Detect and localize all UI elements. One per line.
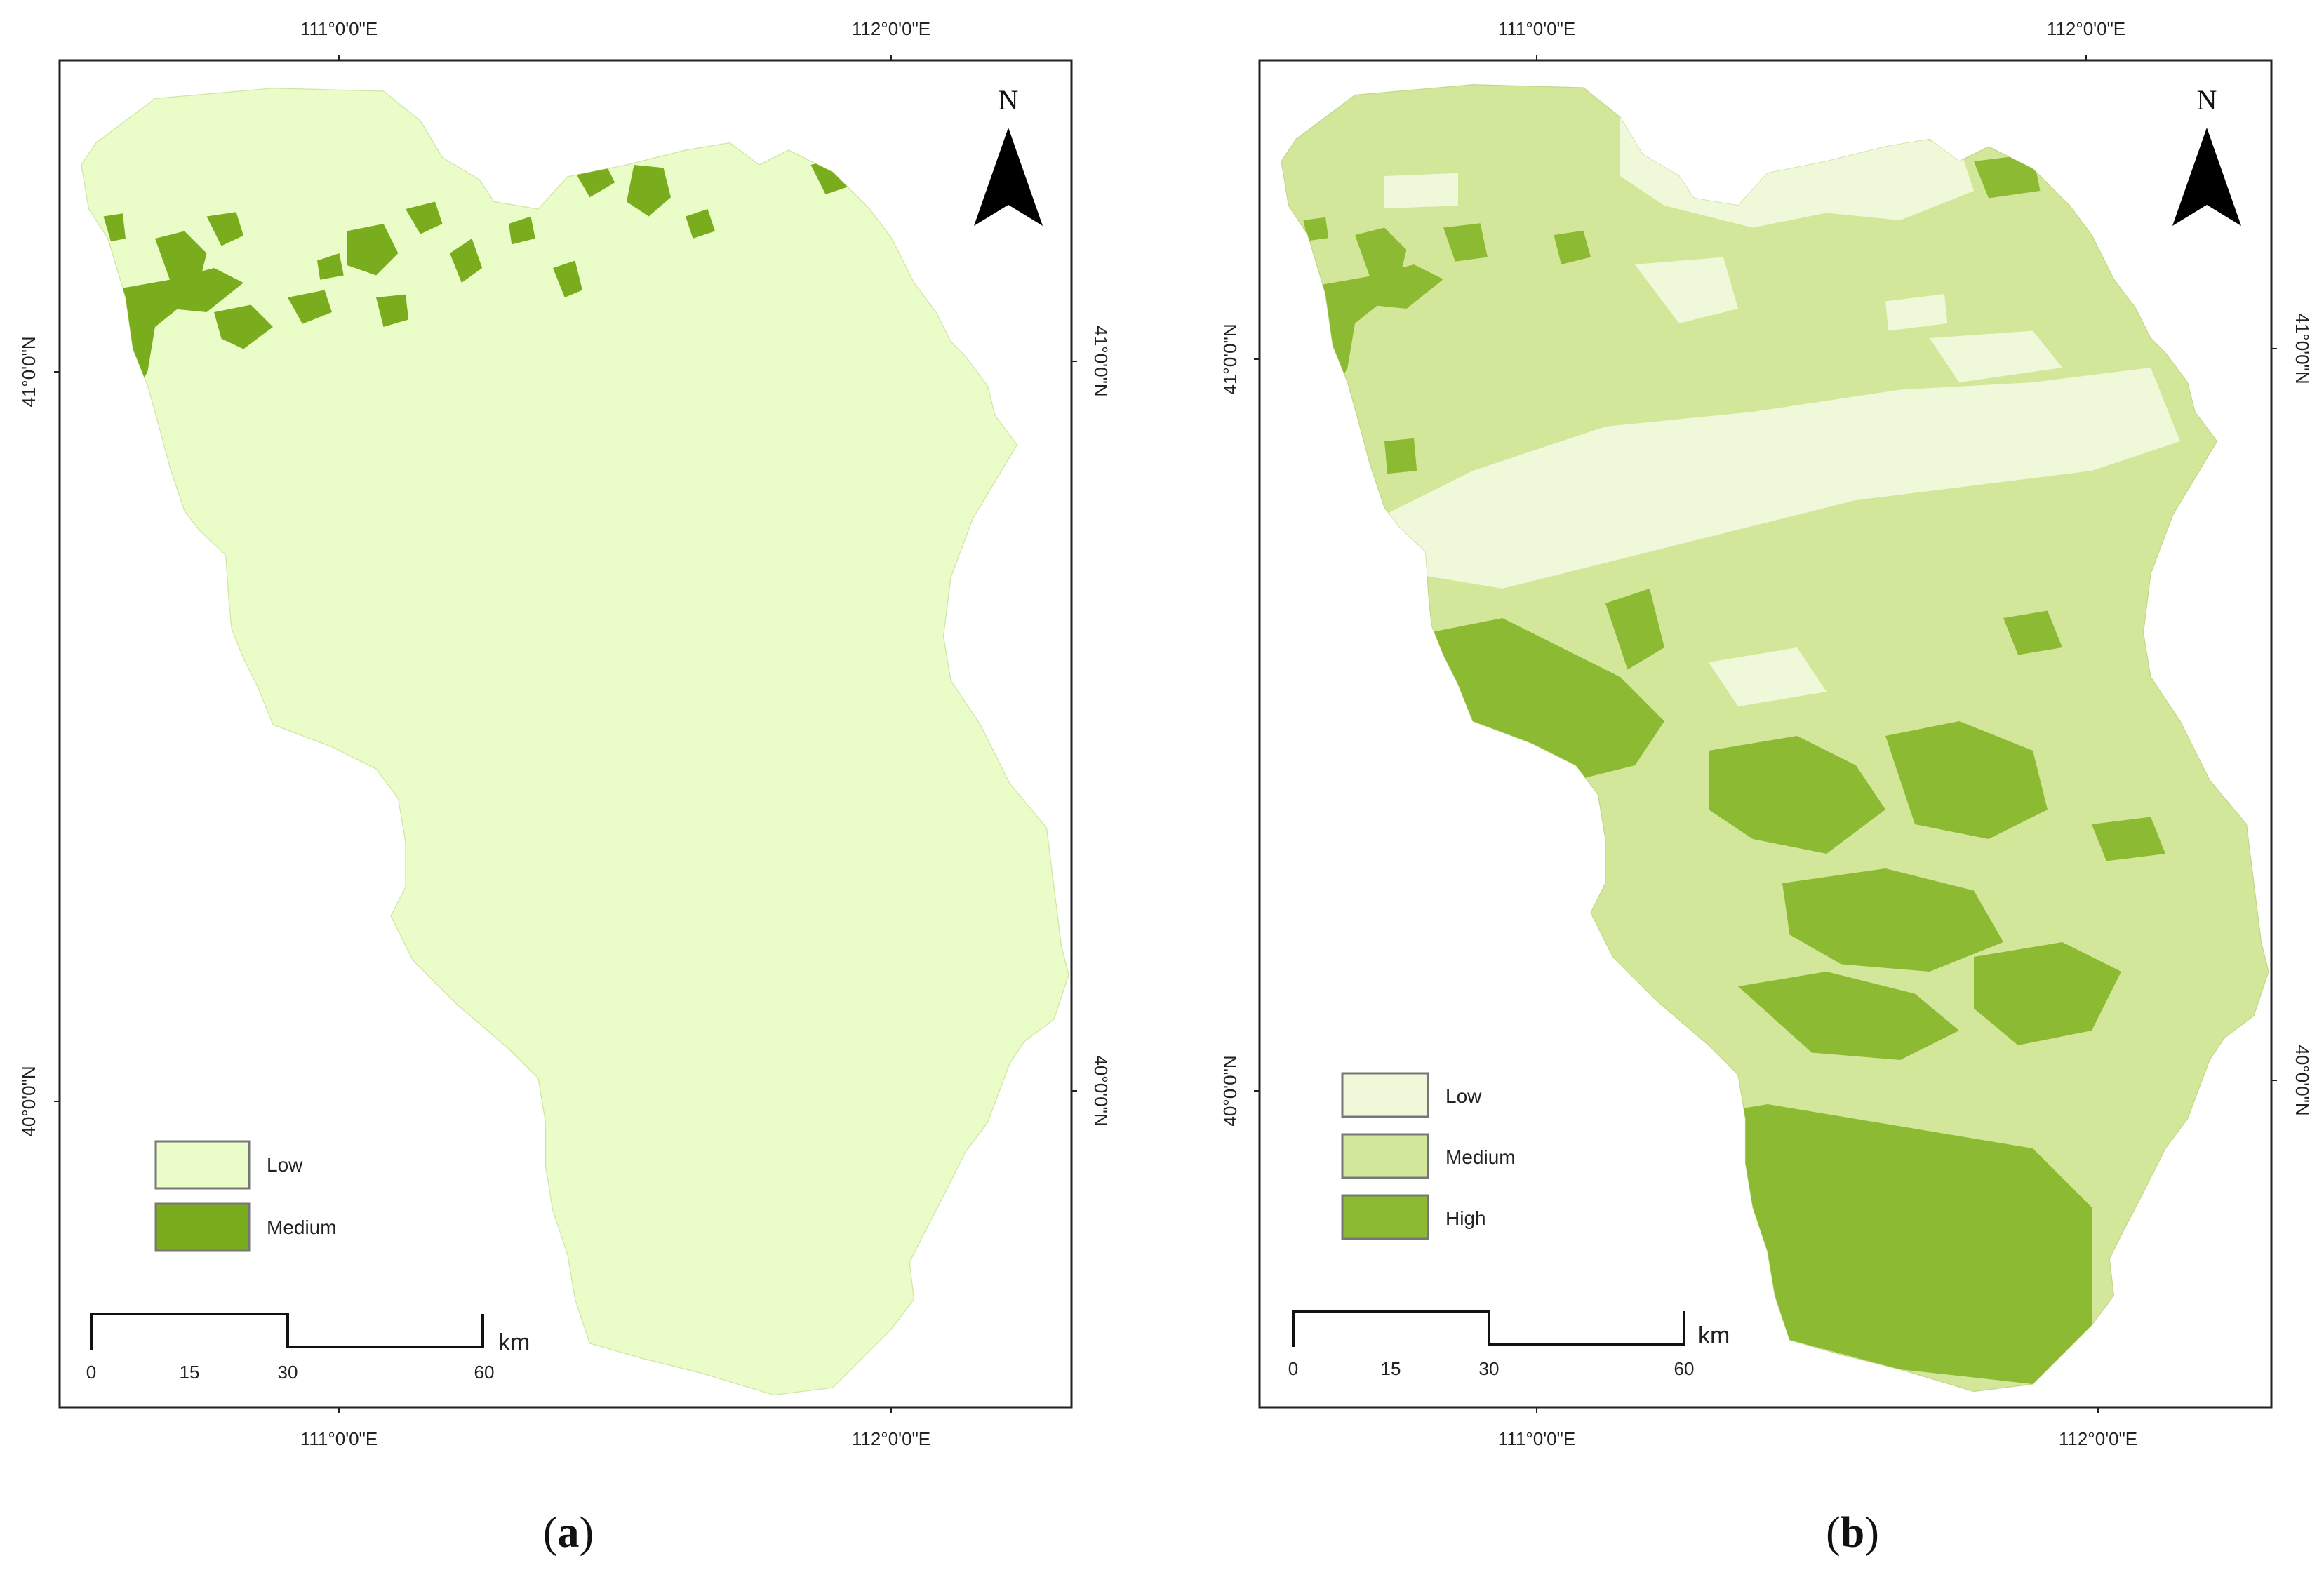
high-patches (1303, 154, 2165, 1384)
legend-label-medium: Medium (267, 1216, 337, 1238)
legend-swatch-high (1341, 1194, 1429, 1240)
lat-label-left-1: 41°0'0"N (18, 336, 39, 407)
graticule-ticks (54, 55, 1077, 1413)
graticule-ticks (1254, 55, 2277, 1413)
lon-label-top-1: 111°0'0"E (1498, 18, 1575, 39)
lat-label-right-1: 41°0'0"N (1090, 326, 1111, 396)
lat-label-left-2: 40°0'0"N (1220, 1055, 1241, 1126)
legend-label-high: High (1445, 1207, 1486, 1229)
legend-swatch-medium (154, 1202, 251, 1252)
legend-swatch-low (154, 1140, 251, 1190)
lon-label-bottom-1: 111°0'0"E (300, 1428, 378, 1449)
lat-label-left-2: 40°0'0"N (18, 1066, 39, 1136)
legend-swatch-low (1341, 1072, 1429, 1118)
scale-bar: 0 15 30 60 km (86, 1313, 530, 1383)
scale-tick-60: 60 (1674, 1358, 1695, 1379)
map-frame (58, 59, 1073, 1409)
panel-b: N 111°0'0"E 112°0'0"E 111°0'0"E 112°0'0"… (1220, 18, 2313, 1557)
scale-tick-30: 30 (278, 1362, 298, 1383)
lat-label-right-2: 40°0'0"N (1090, 1055, 1111, 1126)
lon-label-top-1: 111°0'0"E (300, 18, 378, 39)
scale-unit: km (1698, 1322, 1730, 1349)
lon-label-top-2: 112°0'0"E (2047, 18, 2125, 39)
legend: Low Medium (154, 1140, 337, 1252)
lon-label-bottom-2: 112°0'0"E (852, 1428, 930, 1449)
study-area-map (1280, 83, 2270, 1393)
medium-patches (103, 157, 848, 386)
scale-tick-0: 0 (86, 1362, 96, 1383)
study-area-map (80, 87, 1070, 1396)
legend-label-medium: Medium (1445, 1146, 1516, 1168)
scale-bar: 0 15 30 60 km (1288, 1310, 1730, 1379)
legend-swatch-medium (1341, 1133, 1429, 1179)
panel-a: N 111°0'0"E 112°0'0"E 111°0'0"E 112°0'0"… (18, 18, 1111, 1557)
north-label: N (999, 84, 1019, 116)
scale-tick-30: 30 (1479, 1358, 1500, 1379)
scale-tick-15: 15 (1381, 1358, 1401, 1379)
lat-label-left-1: 41°0'0"N (1220, 323, 1241, 394)
north-label: N (2197, 84, 2217, 116)
panel-caption: (b) (1826, 1509, 1879, 1557)
scale-tick-15: 15 (180, 1362, 200, 1383)
scale-tick-0: 0 (1288, 1358, 1298, 1379)
scale-unit: km (498, 1329, 530, 1356)
legend-label-low: Low (267, 1154, 303, 1176)
scale-tick-60: 60 (474, 1362, 495, 1383)
panel-caption: (a) (543, 1509, 594, 1557)
lon-label-bottom-1: 111°0'0"E (1498, 1428, 1575, 1449)
lon-label-bottom-2: 112°0'0"E (2059, 1428, 2137, 1449)
map-frame (1258, 59, 2273, 1409)
north-arrow-icon (974, 128, 1043, 226)
lat-label-right-1: 41°0'0"N (2292, 313, 2313, 384)
north-arrow-icon (2172, 128, 2241, 226)
lat-label-right-2: 40°0'0"N (2292, 1045, 2313, 1115)
legend: Low Medium High (1341, 1072, 1516, 1240)
legend-label-low: Low (1445, 1085, 1482, 1107)
lon-label-top-2: 112°0'0"E (852, 18, 930, 39)
